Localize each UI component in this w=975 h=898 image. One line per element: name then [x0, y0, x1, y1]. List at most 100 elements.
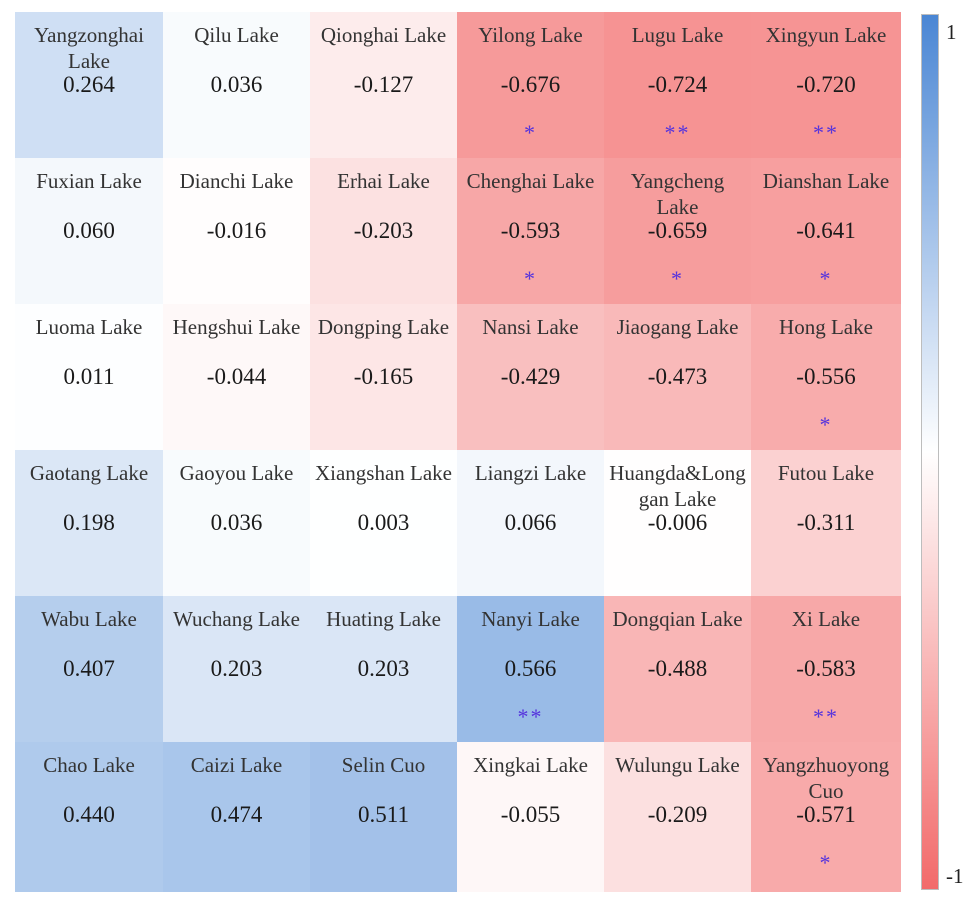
heatmap-cell: Qilu Lake 0.036 — [163, 12, 310, 158]
correlation-value: -0.676 — [500, 72, 561, 97]
correlation-value: 0.060 — [63, 218, 115, 243]
heatmap-cell: Nansi Lake -0.429 — [457, 304, 604, 450]
heatmap-cell: Huangda&Long gan Lake -0.006 — [604, 450, 751, 596]
heatmap-cell: Dongping Lake -0.165 — [310, 304, 457, 450]
colorbar-min-label: -1 — [946, 864, 964, 888]
lake-name-label: Dianshan Lake — [762, 169, 890, 193]
heatmap-cell: Nanyi Lake 0.566 ** — [457, 596, 604, 742]
heatmap-cell: Liangzi Lake 0.066 — [457, 450, 604, 596]
lake-name-label: Yangzhuoyong Cuo — [762, 753, 890, 803]
correlation-value: 0.011 — [63, 364, 115, 389]
correlation-value: -0.165 — [353, 364, 414, 389]
heatmap-cell: Wuchang Lake 0.203 — [163, 596, 310, 742]
heatmap-cell: Xingyun Lake -0.720 ** — [751, 12, 901, 158]
heatmap-cell: Erhai Lake -0.203 — [310, 158, 457, 304]
heatmap-cell: Lugu Lake -0.724 ** — [604, 12, 751, 158]
lake-name-label: Nansi Lake — [482, 315, 579, 339]
significance-marker: ** — [813, 704, 839, 729]
correlation-value: -0.006 — [647, 510, 708, 535]
lake-name-label: Yangcheng Lake — [630, 169, 725, 219]
heatmap-cell: Xiangshan Lake 0.003 — [310, 450, 457, 596]
colorbar — [921, 14, 939, 890]
significance-marker: ** — [517, 704, 544, 729]
lake-name-label: Xingyun Lake — [765, 23, 887, 47]
heatmap-cell: Selin Cuo 0.511 — [310, 742, 457, 892]
heatmap-cell: Yangcheng Lake -0.659 * — [604, 158, 751, 304]
correlation-value: -0.571 — [796, 802, 856, 827]
lake-name-label: Chenghai Lake — [466, 169, 595, 193]
significance-marker: * — [819, 412, 833, 437]
correlation-value: 0.264 — [63, 72, 115, 97]
heatmap-grid: Yangzonghai Lake 0.264 Qilu Lake 0.036 Qiong… — [15, 12, 901, 892]
correlation-value: 0.203 — [210, 656, 263, 681]
lake-name-label: Nanyi Lake — [481, 607, 580, 631]
heatmap-cell: Wabu Lake 0.407 — [15, 596, 163, 742]
heatmap-cell: Dianchi Lake -0.016 — [163, 158, 310, 304]
correlation-value: -0.724 — [647, 72, 708, 97]
correlation-value: 0.036 — [210, 72, 263, 97]
lake-name-label: Yangzonghai Lake — [34, 23, 144, 73]
lake-name-label: Hengshui Lake — [172, 315, 301, 339]
heatmap-cell: Yilong Lake -0.676 * — [457, 12, 604, 158]
lake-name-label: Lugu Lake — [631, 23, 724, 47]
lake-name-label: Qionghai Lake — [320, 23, 447, 47]
significance-marker: * — [819, 266, 833, 291]
significance-marker: ** — [813, 120, 839, 145]
correlation-value: 0.474 — [210, 802, 263, 827]
lake-name-label: Wabu Lake — [41, 607, 137, 631]
lake-name-label: Jiaogang Lake — [616, 315, 739, 339]
heatmap-cell: Gaotang Lake 0.198 — [15, 450, 163, 596]
correlation-value: -0.593 — [500, 218, 561, 243]
significance-marker: * — [671, 266, 684, 291]
lake-name-label: Wulungu Lake — [615, 753, 740, 777]
lake-name-label: Hong Lake — [779, 315, 873, 339]
lake-name-label: Futou Lake — [777, 461, 875, 485]
correlation-value: -0.044 — [206, 364, 267, 389]
correlation-value: -0.055 — [500, 802, 561, 827]
lake-name-label: Luoma Lake — [35, 315, 143, 339]
correlation-value: 0.066 — [504, 510, 557, 535]
correlation-value: -0.556 — [796, 364, 856, 389]
lake-name-label: Huating Lake — [326, 607, 441, 631]
heatmap-cell: Hengshui Lake -0.044 — [163, 304, 310, 450]
heatmap-cell: Chao Lake 0.440 — [15, 742, 163, 892]
heatmap-cell: Fuxian Lake 0.060 — [15, 158, 163, 304]
significance-marker: * — [819, 850, 833, 875]
correlation-value: 0.511 — [358, 802, 409, 827]
heatmap-cell: Yangzhuoyong Cuo -0.571 * — [751, 742, 901, 892]
correlation-value: -0.488 — [647, 656, 708, 681]
lake-name-label: Gaotang Lake — [29, 461, 149, 485]
heatmap-cell: Hong Lake -0.556 * — [751, 304, 901, 450]
heatmap-cell: Wulungu Lake -0.209 — [604, 742, 751, 892]
heatmap-cell: Xi Lake -0.583 ** — [751, 596, 901, 742]
heatmap-cell: Caizi Lake 0.474 — [163, 742, 310, 892]
correlation-value: -0.209 — [647, 802, 708, 827]
correlation-value: -0.583 — [796, 656, 856, 681]
lake-name-label: Gaoyou Lake — [179, 461, 294, 485]
heatmap-cell: Futou Lake -0.311 — [751, 450, 901, 596]
correlation-value: 0.198 — [63, 510, 115, 535]
correlation-value: 0.566 — [504, 656, 557, 681]
lake-name-label: Huangda&Long gan Lake — [609, 461, 746, 511]
lake-name-label: Xingkai Lake — [473, 753, 588, 777]
correlation-value: -0.127 — [353, 72, 414, 97]
correlation-value: -0.720 — [796, 72, 856, 97]
heatmap-cell: Qionghai Lake -0.127 — [310, 12, 457, 158]
lake-name-label: Xi Lake — [791, 607, 861, 631]
correlation-value: -0.641 — [796, 218, 856, 243]
lake-name-label: Fuxian Lake — [36, 169, 142, 193]
correlation-value: -0.016 — [206, 218, 267, 243]
heatmap-cell: Huating Lake 0.203 — [310, 596, 457, 742]
lake-name-label: Dongping Lake — [317, 315, 450, 339]
heatmap-cell: Gaoyou Lake 0.036 — [163, 450, 310, 596]
lake-name-label: Erhai Lake — [337, 169, 430, 193]
correlation-value: -0.473 — [647, 364, 708, 389]
lake-name-label: Liangzi Lake — [474, 461, 587, 485]
lake-name-label: Yilong Lake — [478, 23, 583, 47]
correlation-value: 0.203 — [357, 656, 410, 681]
lake-name-label: Selin Cuo — [341, 753, 426, 777]
lake-name-label: Xiangshan Lake — [314, 461, 453, 485]
significance-marker: * — [524, 120, 537, 145]
lake-name-label: Caizi Lake — [190, 753, 283, 777]
heatmap-cell: Yangzonghai Lake 0.264 — [15, 12, 163, 158]
